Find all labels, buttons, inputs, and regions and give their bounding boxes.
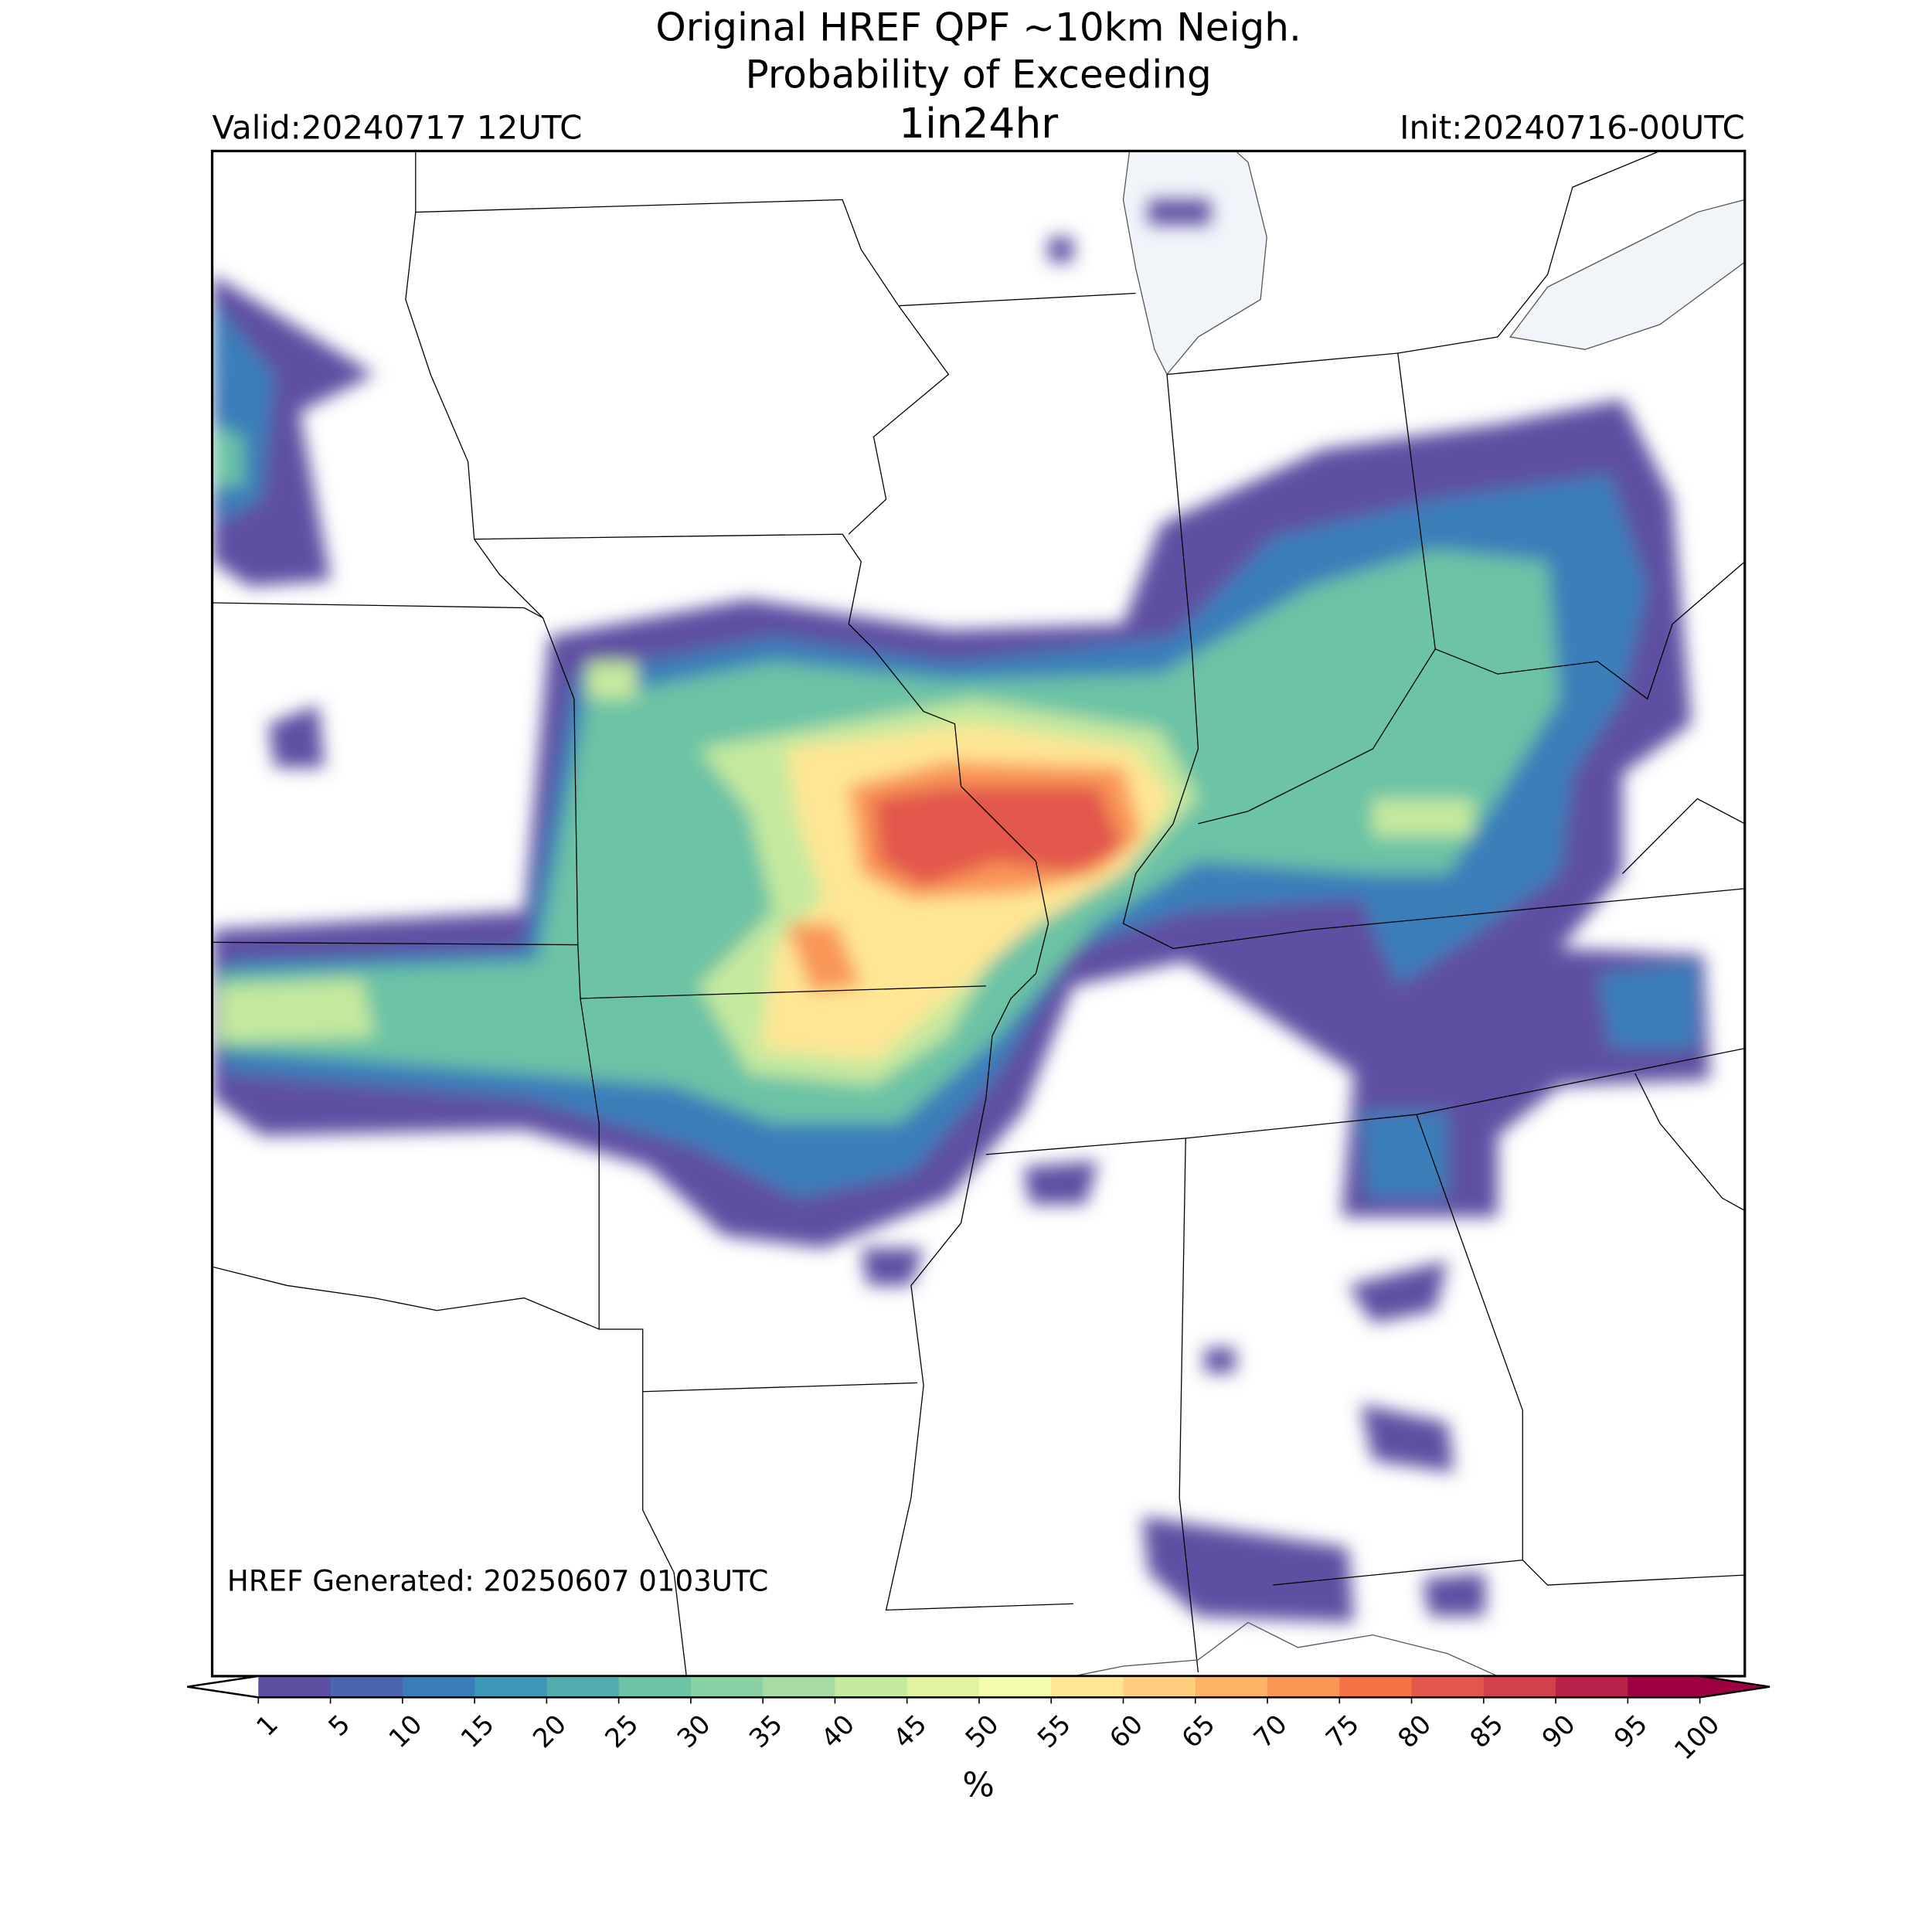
colorbar-outline	[187, 1675, 1770, 1699]
colorbar-tick-label: 45	[887, 1709, 932, 1753]
boundaries	[212, 151, 1745, 1676]
colorbar-tick-label: 20	[527, 1709, 572, 1753]
generated-note: HREF Generated: 20250607 0103UTC	[227, 1564, 768, 1597]
colorbar-segment	[978, 1675, 1053, 1698]
colorbar: 1 5 10 15 20 25 30 35 40 45 50 55 60 65 70 75 80 85 90 95 10…	[187, 1675, 1770, 1766]
colorbar-tick-label: 35	[743, 1709, 788, 1753]
colorbar-tick-label: 95	[1608, 1709, 1653, 1753]
colorbar-tick-label: 15	[455, 1709, 500, 1753]
colorbar-segment	[906, 1675, 980, 1698]
lake-michigan	[1122, 151, 1267, 376]
colorbar-tick-label: 80	[1392, 1709, 1437, 1753]
colorbar-tick-label: 5	[323, 1709, 356, 1742]
colorbar-over	[1699, 1675, 1770, 1698]
colorbar-segment	[1195, 1675, 1268, 1698]
colorbar-tick-label: 55	[1032, 1709, 1077, 1753]
colorbar-segment	[546, 1675, 620, 1698]
colorbar-segment	[690, 1675, 764, 1698]
colorbar-segment	[763, 1675, 836, 1698]
colorbar-segment	[1267, 1675, 1341, 1698]
colorbar-segment	[1411, 1675, 1485, 1698]
colorbar-tick-label: 70	[1248, 1709, 1293, 1753]
colorbar-tick-label: 25	[599, 1709, 644, 1753]
coastline	[1073, 1621, 1498, 1676]
map	[212, 151, 1745, 1676]
valid-time: Valid:20240717 12UTC	[213, 108, 583, 146]
colorbar-tick-label: 1	[250, 1709, 284, 1742]
lake-erie	[1509, 199, 1745, 350]
colorbar-tick-label: 90	[1536, 1709, 1581, 1753]
init-time: Init:20240716-00UTC	[1400, 108, 1745, 146]
colorbar-segment	[402, 1675, 475, 1698]
colorbar-tick-label: 85	[1464, 1709, 1509, 1753]
colorbar-tick-label: 65	[1176, 1709, 1221, 1753]
colorbar-tick-label: 30	[672, 1709, 716, 1753]
colorbar-tick-label: 60	[1104, 1709, 1148, 1753]
colorbar-segment	[835, 1675, 908, 1698]
colorbar-segment	[1051, 1675, 1124, 1698]
colorbar-under	[187, 1675, 259, 1698]
colorbar-segment	[330, 1675, 403, 1698]
colorbar-tick-label: 100	[1668, 1709, 1725, 1765]
colorbar-segment	[474, 1675, 548, 1698]
colorbar-segment	[618, 1675, 692, 1698]
title-line: Probability of Exceeding	[746, 53, 1212, 97]
title-line: Original HREF QPF ~10km Neigh.	[655, 5, 1301, 49]
colorbar-label: %	[962, 1767, 994, 1805]
colorbar-segment	[1483, 1675, 1556, 1698]
colorbar-tick-label: 10	[383, 1709, 428, 1753]
colorbar-segment	[1556, 1675, 1629, 1698]
colorbar-tick-label: 75	[1320, 1709, 1365, 1753]
precip-field	[212, 199, 1710, 1623]
colorbar-segment	[258, 1675, 332, 1698]
colorbar-segment	[1123, 1675, 1196, 1698]
colorbar-segment	[1339, 1675, 1413, 1698]
title-line: 1in24hr	[899, 100, 1058, 148]
colorbar-segment	[1628, 1675, 1701, 1698]
colorbar-tick-label: 40	[815, 1709, 860, 1753]
colorbar-tick-label: 50	[960, 1709, 1005, 1753]
